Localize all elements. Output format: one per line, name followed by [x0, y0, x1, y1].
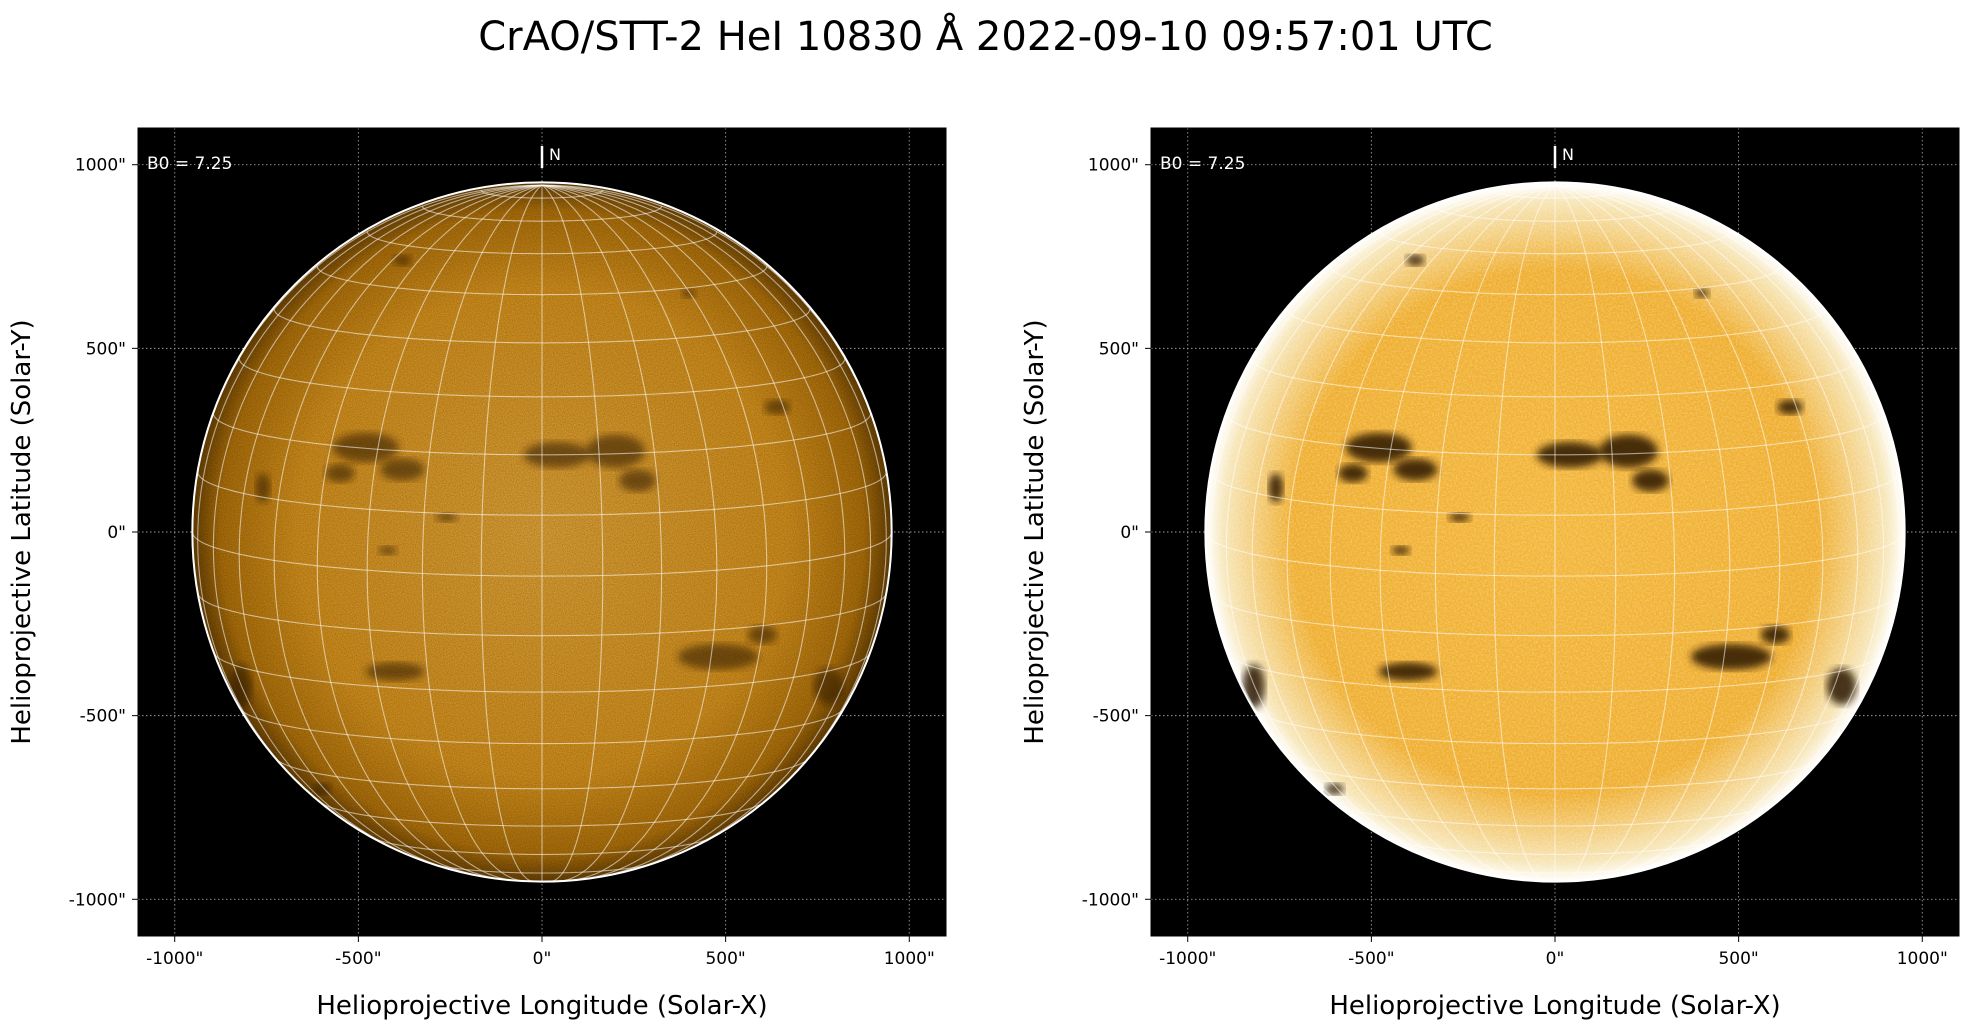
left-y-axis-label: Helioprojective Latitude (Solar-Y): [7, 319, 37, 744]
left-dark-feature: [255, 473, 271, 503]
right-dark-feature: [1345, 432, 1412, 463]
right-longitude-line: [1554, 184, 1900, 811]
left-limb-circle: [191, 181, 893, 883]
left-y-tick-label: -500": [80, 707, 126, 727]
right-longitude-line: [1434, 184, 1556, 882]
right-dark-feature: [1338, 464, 1368, 483]
right-dark-feature: [1448, 512, 1471, 522]
left-dark-feature: [325, 464, 355, 483]
right-y-tick-label: 0": [1120, 523, 1139, 543]
right-longitude-line: [1210, 184, 1556, 811]
right-y-tick-label: -500": [1093, 707, 1139, 727]
right-longitude-line: [1554, 184, 1617, 883]
left-longitude-line: [541, 184, 887, 811]
right-longitude-line: [1554, 184, 1731, 881]
left-longitude-line: [541, 184, 811, 878]
right-b0-label: B0 = 7.25: [1160, 154, 1245, 174]
left-y-tick-label: 1000": [75, 156, 126, 176]
right-longitude-line: [1329, 184, 1556, 880]
right-x-tick-label: -500": [1348, 949, 1394, 969]
right-y-tick-label: 500": [1099, 339, 1139, 359]
left-dark-feature: [681, 288, 697, 298]
left-dark-feature: [393, 254, 412, 266]
right-y-tick-label: 1000": [1088, 156, 1139, 176]
left-x-tick-label: 0": [533, 949, 552, 969]
left-longitude-line: [480, 184, 543, 883]
left-dark-feature: [435, 512, 458, 522]
left-heliographic-grid: [191, 184, 893, 883]
right-dark-feature: [1406, 254, 1425, 266]
right-panel: N B0 = 7.25 -1000" -500" 0" 500" 1000" 1000" 500…: [1020, 127, 1960, 1021]
left-y-tick-label: 500": [86, 339, 126, 359]
left-longitude-line: [541, 184, 872, 860]
left-x-tick-label: 1000": [884, 949, 935, 969]
left-longitude-line: [273, 184, 543, 878]
right-dark-feature: [1391, 545, 1410, 555]
right-dark-feature: [1378, 662, 1438, 681]
right-longitude-line: [1379, 184, 1556, 881]
left-dark-feature: [380, 458, 425, 481]
left-dark-feature: [332, 432, 399, 463]
left-longitude-line: [421, 184, 543, 882]
left-x-tick-label: 500": [705, 949, 745, 969]
left-x-tick-label: -500": [335, 949, 381, 969]
left-dark-feature: [677, 644, 759, 670]
right-y-axis-label: Helioprojective Latitude (Solar-Y): [1020, 319, 1050, 744]
right-longitude-line: [1554, 184, 1824, 878]
left-panel: N B0 = 7.25 -1000" -500" 0" 500" 1000" 1000" 500…: [7, 127, 947, 1021]
left-longitude-line: [541, 184, 604, 883]
right-longitude-line: [1225, 184, 1556, 860]
right-dark-feature: [1325, 783, 1344, 795]
left-longitude-line: [238, 184, 543, 873]
left-dark-feature: [813, 667, 844, 705]
right-heliographic-grid: [1204, 184, 1906, 883]
left-longitude-line: [316, 184, 543, 880]
left-y-tick-label: 0": [107, 523, 126, 543]
left-longitude-line: [366, 184, 543, 881]
right-longitude-line: [1251, 184, 1556, 873]
right-x-tick-label: 1000": [1897, 949, 1948, 969]
right-longitude-line: [1554, 184, 1885, 860]
right-limb-circle: [1204, 181, 1906, 883]
right-dark-feature: [1690, 644, 1772, 670]
left-longitude-line: [541, 184, 768, 880]
left-dark-feature: [586, 434, 645, 468]
right-north-label: N: [1562, 145, 1574, 164]
right-dark-feature: [1268, 473, 1284, 503]
left-dark-feature: [312, 783, 331, 795]
left-dark-feature: [619, 469, 656, 492]
right-dark-feature: [1826, 667, 1857, 705]
left-longitude-line: [197, 184, 543, 811]
right-x-tick-label: 0": [1546, 949, 1565, 969]
right-dark-feature: [1599, 434, 1658, 468]
left-b0-label: B0 = 7.25: [147, 154, 232, 174]
right-longitude-line: [1554, 184, 1676, 882]
left-x-tick-label: -1000": [146, 949, 203, 969]
left-longitude-line: [212, 184, 543, 860]
right-dark-feature: [1694, 288, 1710, 298]
right-dark-feature: [1393, 458, 1438, 481]
right-longitude-line: [1493, 184, 1556, 883]
left-dark-feature: [365, 662, 425, 681]
left-north-label: N: [549, 145, 561, 164]
left-longitude-line: [541, 184, 846, 873]
left-dark-feature: [764, 399, 790, 415]
left-dark-feature: [378, 545, 397, 555]
right-x-tick-label: -1000": [1159, 949, 1216, 969]
left-y-tick-label: -1000": [69, 890, 126, 910]
right-x-axis-label: Helioprojective Longitude (Solar-X): [1329, 991, 1780, 1021]
left-longitude-line: [541, 184, 718, 881]
figure-title: CrAO/STT-2 HeI 10830 Å 2022-09-10 09:57:…: [478, 14, 1493, 60]
left-longitude-line: [541, 184, 663, 882]
right-y-tick-label: -1000": [1082, 890, 1139, 910]
right-longitude-line: [1286, 184, 1556, 878]
right-dark-feature: [1777, 399, 1803, 415]
right-longitude-line: [1554, 184, 1781, 880]
right-longitude-line: [1554, 184, 1859, 873]
right-dark-feature: [1632, 469, 1669, 492]
left-x-axis-label: Helioprojective Longitude (Solar-X): [316, 991, 767, 1021]
right-x-tick-label: 500": [1718, 949, 1758, 969]
